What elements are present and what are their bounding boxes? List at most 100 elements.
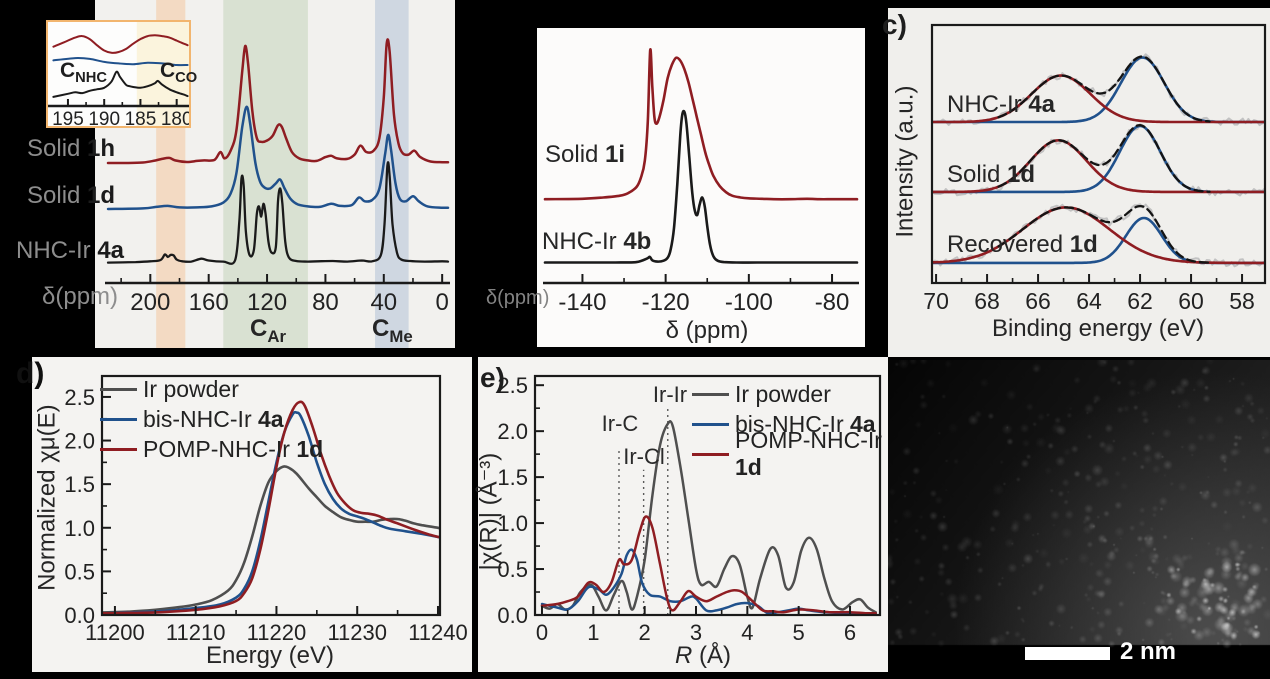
exafs-legend: Ir powder bis-NHC-Ir 4a POMP-NHC-Ir 1d <box>692 379 888 480</box>
svg-text:-100: -100 <box>725 289 773 316</box>
svg-text:68: 68 <box>974 288 1000 314</box>
svg-text:0.0: 0.0 <box>64 603 95 628</box>
svg-text:11200: 11200 <box>85 620 145 645</box>
legend-item-bis-nhc-ir-4a: bis-NHC-Ir 4a <box>692 409 888 439</box>
x-axis-label-energy: Energy (eV) <box>205 642 335 669</box>
panel-c-xps: 70 68 66 64 62 60 58 c) NHC-Ir 4a Solid 1d Rec… <box>882 8 1270 357</box>
scale-bar-label: 2 nm <box>1120 638 1177 665</box>
x-axis-label-b: δ (ppm) <box>665 317 749 344</box>
svg-text:40: 40 <box>370 289 397 316</box>
panel-tem-haadf-image: 2 nm <box>888 360 1270 679</box>
svg-text:11210: 11210 <box>166 620 226 645</box>
svg-text:200: 200 <box>130 289 170 316</box>
svg-text:11240: 11240 <box>408 620 468 645</box>
svg-text:2.5: 2.5 <box>64 385 95 410</box>
nmr-inset-carbonyl-region: 195 190 185 180 CNHC CCO <box>46 20 197 128</box>
svg-text:6: 6 <box>844 620 856 645</box>
svg-text:2: 2 <box>639 620 651 645</box>
legend-line-gray <box>100 387 137 391</box>
panel-d-xanes: 11200 11210 11220 11230 11240 0.0 0.5 1.0 1.5 2.0… <box>32 357 472 672</box>
svg-text:195: 195 <box>52 109 84 126</box>
svg-text:185: 185 <box>125 109 157 126</box>
region-label-c-ar: CAr <box>250 315 286 346</box>
tem-micrograph <box>888 360 1270 679</box>
svg-text:1.5: 1.5 <box>497 465 528 490</box>
region-label-c-me: CMe <box>372 315 413 346</box>
panel-d-tag: d) <box>16 357 45 390</box>
svg-text:60: 60 <box>1178 288 1204 314</box>
xps-chart: 70 68 66 64 62 60 58 <box>923 23 1267 314</box>
legend-item-pomp-nhc-ir-1d: POMP-NHC-Ir 1d <box>100 434 323 464</box>
legend-line-gray <box>692 392 729 396</box>
nmr-inset-chart: 195 190 185 180 <box>48 22 189 126</box>
xps-label-nhc-ir-4a: NHC-Ir 4a <box>947 91 1056 118</box>
svg-text:58: 58 <box>1229 288 1255 314</box>
x-axis-label-r: R (Å) <box>674 642 731 669</box>
svg-text:120: 120 <box>247 289 287 316</box>
svg-text:1: 1 <box>587 620 599 645</box>
axis-label-delta-ppm-outer-b: δ(ppm) <box>486 287 550 309</box>
trace-label-solid-1h: Solid 1h <box>27 135 116 162</box>
svg-text:-80: -80 <box>815 289 850 316</box>
legend-line-red <box>100 447 137 451</box>
peak-label-ir-cl: Ir-Cl <box>623 444 665 469</box>
svg-text:11230: 11230 <box>327 620 387 645</box>
svg-text:0.5: 0.5 <box>64 559 95 584</box>
svg-text:180: 180 <box>161 109 189 126</box>
svg-text:3: 3 <box>690 620 702 645</box>
x-axis-label-binding-energy: Binding energy (eV) <box>991 315 1205 342</box>
xps-label-recovered-1d: Recovered 1d <box>947 231 1098 258</box>
trace-label-solid-1d: Solid 1d <box>27 182 116 209</box>
y-axis-label-intensity: Intensity (a.u.) <box>891 85 919 238</box>
svg-text:80: 80 <box>312 289 339 316</box>
panel-b-ssnmr-19f: -140 -120 -100 -80 Solid 1i NHC-Ir 4b δ (pp… <box>537 28 865 347</box>
svg-text:160: 160 <box>189 289 229 316</box>
legend-item-ir-powder: Ir powder <box>692 379 888 409</box>
panel-c-tag: c) <box>882 9 907 40</box>
svg-text:1.5: 1.5 <box>64 472 95 497</box>
panel-e-exafs: 0 1 2 3 4 5 6 0.0 0.5 1.0 1.5 2.0 2.5 e) Ir-C Ir-Cl … <box>475 357 888 672</box>
svg-text:190: 190 <box>88 109 120 126</box>
svg-text:-140: -140 <box>558 289 606 316</box>
svg-text:0: 0 <box>536 620 548 645</box>
scale-bar <box>1025 647 1110 660</box>
svg-text:0.0: 0.0 <box>497 603 528 628</box>
peak-label-ir-c: Ir-C <box>601 411 639 436</box>
legend-item-pomp-nhc-ir-1d: POMP-NHC-Ir 1d <box>692 427 888 480</box>
y-axis-label-normalized-xmu: Normalized χμ(E) <box>33 404 61 591</box>
svg-text:-120: -120 <box>642 289 690 316</box>
svg-text:4: 4 <box>741 620 753 645</box>
svg-text:0: 0 <box>435 289 448 316</box>
svg-text:5: 5 <box>793 620 805 645</box>
svg-text:66: 66 <box>1025 288 1051 314</box>
xps-label-solid-1d: Solid 1d <box>947 161 1036 188</box>
legend-item-ir-powder: Ir powder <box>100 374 323 404</box>
inset-label-c-co: CCO <box>160 59 198 87</box>
svg-text:2.5: 2.5 <box>497 373 528 398</box>
y-axis-label-chi-r: |χ(R)| (Å⁻³) <box>475 452 503 571</box>
xanes-chart: 11200 11210 11220 11230 11240 0.0 0.5 1.0 1.5 2.0… <box>64 374 468 645</box>
svg-text:0.5: 0.5 <box>497 557 528 582</box>
svg-text:1.0: 1.0 <box>64 516 95 541</box>
exafs-chart: 0 1 2 3 4 5 6 0.0 0.5 1.0 1.5 2.0 2.5 <box>497 373 882 645</box>
legend-line-red <box>692 452 729 456</box>
axis-label-delta-ppm-a: δ(ppm) <box>42 283 119 310</box>
legend-line-blue <box>692 422 729 426</box>
trace-label-nhc-ir-4a: NHC-Ir 4a <box>16 237 125 264</box>
panel-e-tag: e) <box>480 362 505 393</box>
svg-text:2.0: 2.0 <box>497 419 528 444</box>
svg-text:2.0: 2.0 <box>64 429 95 454</box>
peak-label-ir-ir: Ir-Ir <box>652 382 688 407</box>
legend-line-blue <box>100 417 137 421</box>
inset-label-c-nhc: CNHC <box>60 59 107 87</box>
svg-text:62: 62 <box>1127 288 1153 314</box>
svg-text:64: 64 <box>1076 288 1102 314</box>
legend-item-bis-nhc-ir-4a: bis-NHC-Ir 4a <box>100 404 323 434</box>
nmr-19f-chart: -140 -120 -100 -80 <box>543 48 859 316</box>
svg-text:11220: 11220 <box>247 620 307 645</box>
svg-text:1.0: 1.0 <box>497 511 528 536</box>
xanes-legend: Ir powder bis-NHC-Ir 4a POMP-NHC-Ir 1d <box>100 374 323 464</box>
trace-label-nhc-ir-4b: NHC-Ir 4b <box>542 228 652 255</box>
trace-label-solid-1i: Solid 1i <box>545 141 626 168</box>
